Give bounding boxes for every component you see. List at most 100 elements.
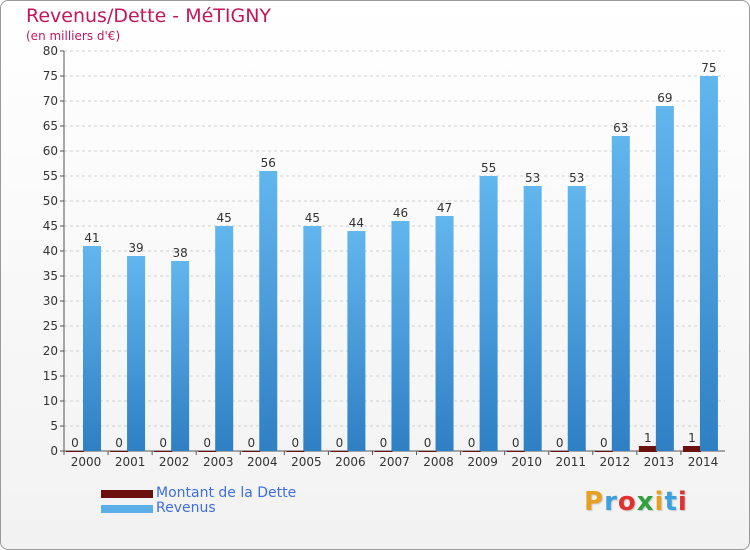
debt-value-label: 1 bbox=[688, 431, 696, 445]
debt-bar bbox=[154, 451, 173, 452]
logo-letter: x bbox=[636, 487, 655, 517]
legend-swatch-revenue bbox=[101, 505, 153, 513]
debt-value-label: 0 bbox=[292, 436, 300, 450]
revenue-value-label: 55 bbox=[481, 161, 496, 175]
y-tick-label: 0 bbox=[50, 444, 58, 458]
logo-letter: P bbox=[584, 487, 605, 517]
debt-bar bbox=[110, 451, 129, 452]
y-tick-label: 55 bbox=[43, 169, 58, 183]
debt-bar bbox=[330, 451, 349, 452]
revenue-value-label: 53 bbox=[525, 171, 540, 185]
revenue-bar bbox=[259, 171, 278, 451]
debt-value-label: 0 bbox=[203, 436, 211, 450]
debt-bar bbox=[638, 446, 657, 452]
debt-bar bbox=[374, 451, 393, 452]
debt-bar bbox=[66, 451, 84, 452]
y-tick-label: 5 bbox=[50, 419, 58, 433]
debt-value-label: 0 bbox=[115, 436, 123, 450]
revenue-bar bbox=[655, 106, 674, 451]
debt-bar bbox=[286, 451, 305, 452]
revenue-value-label: 75 bbox=[701, 61, 716, 75]
x-tick-label: 2012 bbox=[600, 455, 631, 469]
y-tick-label: 70 bbox=[43, 94, 58, 108]
revenue-bar bbox=[699, 76, 718, 451]
y-tick-label: 10 bbox=[43, 394, 58, 408]
revenue-value-label: 39 bbox=[128, 241, 143, 255]
y-tick-label: 25 bbox=[43, 319, 58, 333]
revenue-value-label: 63 bbox=[613, 121, 628, 135]
debt-value-label: 0 bbox=[380, 436, 388, 450]
revenue-bar bbox=[567, 186, 586, 451]
revenue-bar bbox=[611, 136, 630, 451]
x-tick-label: 2008 bbox=[423, 455, 454, 469]
logo-letter: i bbox=[677, 487, 688, 517]
debt-bar bbox=[462, 451, 481, 452]
legend-swatch-debt bbox=[101, 490, 153, 498]
x-tick-label: 2009 bbox=[467, 455, 498, 469]
y-tick-label: 15 bbox=[43, 369, 58, 383]
y-tick-label: 75 bbox=[43, 69, 58, 83]
debt-value-label: 0 bbox=[468, 436, 476, 450]
x-tick-label: 2007 bbox=[379, 455, 410, 469]
y-tick-label: 40 bbox=[43, 244, 58, 258]
logo-letter: i bbox=[654, 487, 665, 517]
revenue-bar bbox=[215, 226, 234, 451]
debt-bar bbox=[506, 451, 525, 452]
revenue-value-label: 69 bbox=[657, 91, 672, 105]
chart-subtitle: (en milliers d'€) bbox=[26, 29, 121, 43]
x-tick-label: 2004 bbox=[247, 455, 278, 469]
revenue-value-label: 45 bbox=[305, 211, 320, 225]
x-tick-label: 2013 bbox=[644, 455, 675, 469]
y-tick-label: 60 bbox=[43, 144, 58, 158]
x-tick-label: 2002 bbox=[159, 455, 190, 469]
x-tick-label: 2010 bbox=[511, 455, 542, 469]
revenue-value-label: 44 bbox=[349, 216, 364, 230]
debt-value-label: 0 bbox=[600, 436, 608, 450]
debt-bar bbox=[682, 446, 701, 452]
y-tick-label: 80 bbox=[43, 44, 58, 58]
proxiti-logo: Proxiti bbox=[584, 487, 688, 517]
legend-label-revenue: Revenus bbox=[156, 500, 216, 516]
revenue-value-label: 56 bbox=[261, 156, 276, 170]
revenue-value-label: 47 bbox=[437, 201, 452, 215]
revenue-bar bbox=[479, 176, 498, 451]
logo-letter: o bbox=[617, 487, 637, 517]
x-tick-label: 2003 bbox=[203, 455, 234, 469]
y-tick-label: 65 bbox=[43, 119, 58, 133]
y-tick-label: 45 bbox=[43, 219, 58, 233]
revenue-bar bbox=[127, 256, 146, 451]
revenue-value-label: 53 bbox=[569, 171, 584, 185]
debt-value-label: 0 bbox=[71, 436, 79, 450]
revenue-bar bbox=[171, 261, 190, 451]
debt-value-label: 0 bbox=[556, 436, 564, 450]
x-tick-label: 2006 bbox=[335, 455, 366, 469]
revenue-value-label: 46 bbox=[393, 206, 408, 220]
debt-value-label: 1 bbox=[644, 431, 652, 445]
debt-value-label: 0 bbox=[512, 436, 520, 450]
debt-bar bbox=[198, 451, 217, 452]
debt-value-label: 0 bbox=[159, 436, 167, 450]
legend-label-debt: Montant de la Dette bbox=[156, 485, 297, 501]
y-tick-label: 35 bbox=[43, 269, 58, 283]
x-tick-label: 2000 bbox=[71, 455, 102, 469]
revenue-value-label: 45 bbox=[217, 211, 232, 225]
revenue-bar bbox=[83, 246, 101, 451]
debt-value-label: 0 bbox=[336, 436, 344, 450]
x-tick-label: 2011 bbox=[555, 455, 586, 469]
revenue-bar bbox=[303, 226, 322, 451]
logo-letter: t bbox=[664, 487, 678, 517]
x-tick-label: 2014 bbox=[688, 455, 719, 469]
debt-value-label: 0 bbox=[247, 436, 255, 450]
chart-title: Revenus/Dette - MéTIGNY bbox=[26, 5, 272, 27]
x-tick-label: 2001 bbox=[115, 455, 146, 469]
y-tick-label: 30 bbox=[43, 294, 58, 308]
logo-letter: r bbox=[604, 487, 618, 517]
revenue-bar bbox=[523, 186, 542, 451]
debt-bar bbox=[418, 451, 437, 452]
debt-bar bbox=[594, 451, 613, 452]
y-tick-label: 20 bbox=[43, 344, 58, 358]
revenue-bar bbox=[347, 231, 366, 451]
y-tick-label: 50 bbox=[43, 194, 58, 208]
